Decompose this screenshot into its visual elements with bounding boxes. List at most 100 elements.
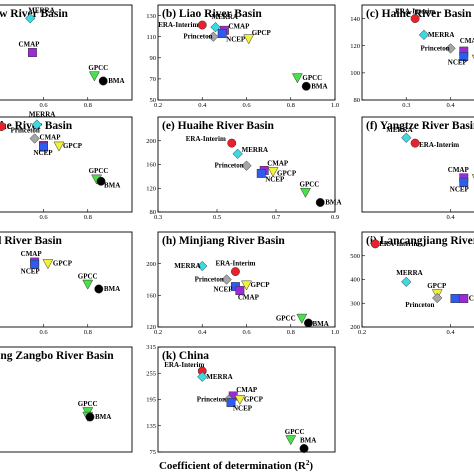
data-label-ncep: NCEP	[226, 36, 246, 44]
data-label-princeton: Princeton	[197, 396, 226, 404]
data-label-gpcp: GPCP	[252, 29, 272, 37]
data-point-merra	[31, 119, 43, 130]
data-label-gpcp: GPCP	[53, 260, 73, 268]
data-point-ncep	[459, 177, 469, 187]
data-label-bma: BMA	[95, 413, 111, 421]
data-label-ncep: NCEP	[448, 59, 468, 67]
data-label-cmap: CMAP	[228, 22, 250, 30]
y-tick-label: 400	[350, 277, 360, 284]
data-point-bma	[98, 76, 108, 86]
panel-g-title: (g) Pearl River Basin	[0, 235, 63, 247]
data-label-era-interim: ERA-Interim	[215, 260, 255, 268]
panel-h-frame	[157, 231, 336, 328]
data-label-era-interim: ERA-Interim	[164, 361, 204, 369]
data-label-gpcp: GPCP	[63, 142, 83, 150]
data-point-cmap	[27, 48, 37, 57]
x-axis-label-superscript: 2	[306, 459, 310, 467]
data-label-princeton: Princeton	[183, 33, 212, 41]
data-point-era-interim	[410, 138, 420, 148]
data-label-merra: MERRA	[242, 146, 268, 154]
y-tick-label: 160	[146, 162, 156, 169]
data-label-bma: BMA	[300, 437, 316, 445]
data-point-cmap	[459, 294, 469, 303]
data-point-era-interim	[230, 267, 240, 277]
y-tick-label: 120	[146, 324, 156, 331]
panel-h-title: (h) Minjiang River Basin	[162, 235, 285, 247]
panel-f-frame	[361, 116, 474, 213]
data-label-gpcc: GPCC	[300, 180, 320, 188]
data-label-princeton: Princeton	[215, 162, 244, 170]
x-tick-label: 1.0	[331, 329, 339, 336]
data-label-cmap: CMAP	[460, 37, 474, 45]
data-point-gpcp	[42, 259, 54, 270]
data-label-merra: MERRA	[174, 262, 200, 270]
data-point-princeton	[29, 133, 40, 144]
data-point-era-interim	[197, 20, 207, 30]
data-label-cmap: CMAP	[238, 294, 260, 302]
data-point-bma	[94, 284, 104, 294]
x-tick-label: 0.3	[154, 214, 162, 221]
x-tick-label: 0.5	[213, 214, 221, 221]
data-label-gpcc: GPCC	[89, 167, 109, 175]
x-tick-label: 0.3	[402, 102, 410, 109]
data-label-cmap: CMAP	[236, 386, 258, 394]
data-label-gpcc: GPCC	[78, 272, 98, 280]
x-tick-label: 0.4	[446, 214, 455, 221]
panel-h: 0.2 0.4 0.6 0.8 1.0 120 160 200 (h) Minjiang Riv…	[146, 231, 339, 336]
y-tick-label: 90	[150, 55, 157, 62]
data-label-merra: MERRA	[428, 31, 454, 39]
panel-b-title: (b) Liao River Basin	[162, 8, 262, 20]
data-point-bma	[299, 444, 309, 453]
data-label-gpcc: GPCC	[78, 400, 98, 408]
data-point-gpcc	[291, 73, 303, 84]
data-label-era-interim: ERA-Interim	[379, 240, 419, 248]
data-point-gpcp	[243, 34, 255, 45]
data-label-era-interim: ERA-Interim	[395, 8, 435, 16]
data-point-gpcc	[82, 279, 94, 290]
x-tick-label: 0.6	[39, 102, 48, 109]
shared-x-axis-label: Coefficient of determination (R2)	[159, 459, 313, 472]
data-label-merra: MERRA	[386, 126, 412, 134]
y-tick-label: 80	[150, 209, 157, 216]
y-tick-label: 110	[146, 34, 156, 41]
panel-i-title: (i) Lancangjiang River Basin	[366, 235, 474, 247]
data-label-era-interim: ERA-Interim	[419, 141, 459, 149]
x-tick-label: 0.2	[154, 329, 162, 336]
data-label-bma: BMA	[104, 181, 120, 189]
data-label-princeton: Princeton	[405, 301, 434, 309]
y-tick-label: 160	[146, 293, 156, 300]
data-point-merra	[232, 148, 243, 159]
x-tick-label: 1.0	[331, 102, 339, 109]
data-label-cmap: CMAP	[40, 134, 62, 142]
data-point-cmap	[235, 286, 245, 296]
data-point-era-interim	[227, 138, 237, 148]
data-point-bma	[304, 318, 313, 328]
x-tick-label: 0.6	[242, 329, 251, 336]
x-tick-label: 0.8	[84, 214, 92, 221]
data-point-era-interim	[0, 122, 6, 131]
y-tick-label: 70	[150, 76, 157, 83]
y-tick-label: 130	[146, 13, 156, 20]
data-label-gpcc: GPCC	[285, 428, 305, 436]
x-tick-label: 0.6	[39, 214, 48, 221]
panels-group: 0.60.8(a) Yellow River BasinMERRACMAPGPC…	[0, 4, 474, 456]
x-tick-label: 0.8	[287, 329, 295, 336]
data-label-gpcp: GPCP	[277, 170, 297, 178]
x-tick-label: 0.9	[331, 214, 339, 221]
y-tick-label: 50	[150, 97, 157, 104]
data-point-princeton	[432, 292, 443, 304]
data-label-merra: MERRA	[396, 269, 422, 277]
panel-g-frame	[0, 231, 133, 328]
data-point-bma	[315, 198, 325, 207]
data-label-merra: MERRA	[29, 111, 55, 119]
data-label-princeton: Princeton	[421, 44, 450, 52]
data-point-merra	[210, 22, 221, 33]
data-point-gpcp	[53, 141, 65, 152]
data-point-merra	[25, 13, 36, 24]
data-label-cmap: CMAP	[448, 166, 470, 174]
data-label-gpcc: GPCC	[88, 64, 108, 72]
panel-j-frame	[0, 346, 133, 453]
data-label-ncep: NCEP	[213, 286, 233, 294]
data-point-ncep	[39, 142, 48, 152]
y-tick-label: 100	[350, 70, 360, 77]
